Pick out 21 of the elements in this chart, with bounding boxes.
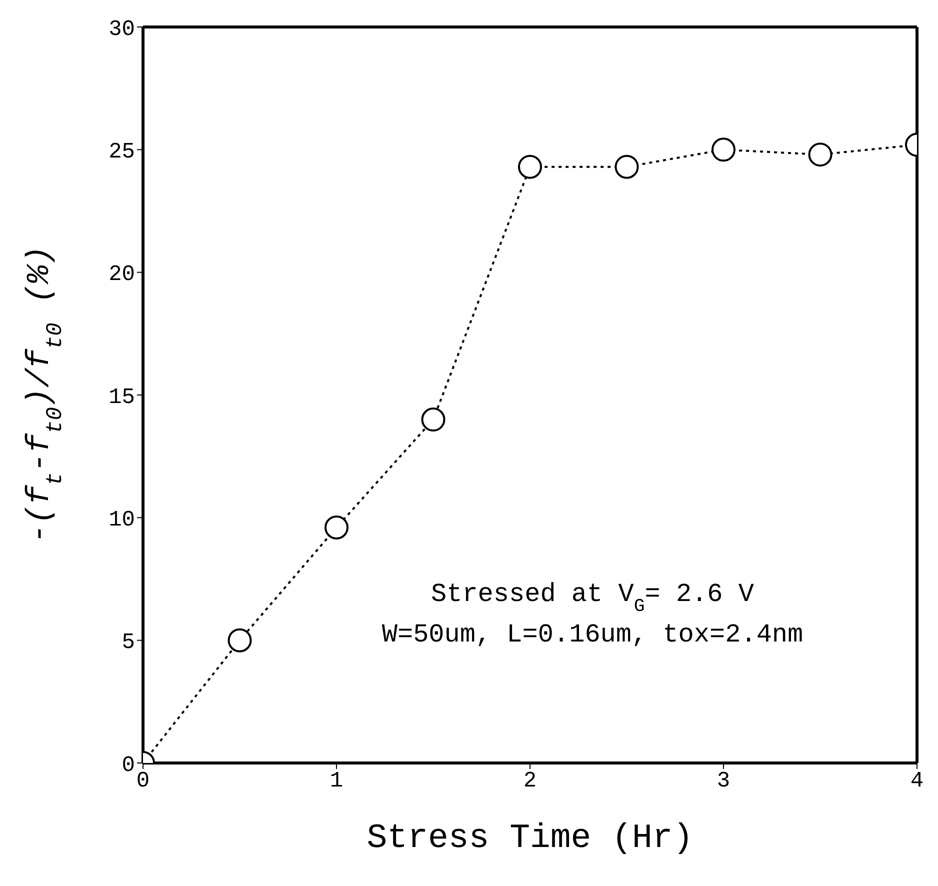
annotation: Stressed at V$_{G}$= 2.6 V — [431, 578, 754, 617]
point — [518, 154, 542, 179]
x-tick-label: 1 — [330, 768, 344, 794]
x-tick-label: 4 — [910, 768, 924, 794]
y-tick-label: 10 — [108, 507, 135, 532]
point — [421, 408, 446, 432]
y-tick-label: 5 — [122, 630, 135, 656]
y-tick-label: 15 — [108, 384, 135, 410]
x-axis-title: Stress Time (Hr) — [366, 820, 694, 858]
x-tick-label: 3 — [716, 768, 730, 794]
y-tick-label: 25 — [108, 139, 135, 164]
y-tick-label: 0 — [122, 752, 135, 778]
point — [324, 515, 348, 540]
point — [712, 138, 736, 162]
x-tick-label: 2 — [523, 768, 537, 794]
y-tick-label: 30 — [108, 16, 135, 42]
point — [614, 154, 639, 179]
point — [808, 142, 832, 167]
y-tick-label: 20 — [108, 262, 135, 288]
annotation: W=50um, L=0.16um, tox=2.4nm — [382, 619, 804, 650]
point — [228, 628, 252, 652]
